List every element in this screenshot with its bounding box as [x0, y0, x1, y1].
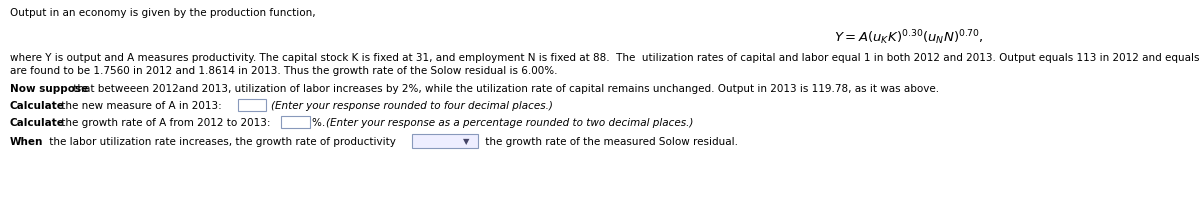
Text: (Enter your response rounded to four decimal places.): (Enter your response rounded to four dec…: [271, 101, 553, 111]
Text: When: When: [10, 137, 43, 147]
Text: Calculate: Calculate: [10, 101, 65, 111]
Text: Now suppose: Now suppose: [10, 84, 88, 94]
Text: the growth rate of the measured Solow residual.: the growth rate of the measured Solow re…: [482, 137, 738, 147]
Bar: [238, 99, 266, 111]
Text: $Y = A\left(u_K K\right)^{0.30}\left(u_N N\right)^{0.70},$: $Y = A\left(u_K K\right)^{0.30}\left(u_N…: [834, 28, 984, 47]
Text: %.: %.: [312, 118, 329, 128]
Text: are found to be 1.7560 in 2012 and 1.8614 in 2013. Thus the growth rate of the S: are found to be 1.7560 in 2012 and 1.861…: [10, 66, 557, 76]
Text: the growth rate of A from 2012 to 2013:: the growth rate of A from 2012 to 2013:: [58, 118, 274, 128]
Text: Calculate: Calculate: [10, 118, 65, 128]
Bar: [412, 134, 478, 148]
Text: the new measure of A in 2013:: the new measure of A in 2013:: [58, 101, 224, 111]
Text: ▼: ▼: [463, 137, 469, 146]
Text: (Enter your response as a percentage rounded to two decimal places.): (Enter your response as a percentage rou…: [326, 118, 694, 128]
Text: that betweeen 2012and 2013, utilization of labor increases by 2%, while the util: that betweeen 2012and 2013, utilization …: [70, 84, 938, 94]
Text: Output in an economy is given by the production function,: Output in an economy is given by the pro…: [10, 8, 316, 18]
Text: the labor utilization rate increases, the growth rate of productivity: the labor utilization rate increases, th…: [46, 137, 396, 147]
Text: where Y is output and A measures productivity. The capital stock K is fixed at 3: where Y is output and A measures product…: [10, 53, 1200, 63]
Bar: [281, 116, 310, 128]
